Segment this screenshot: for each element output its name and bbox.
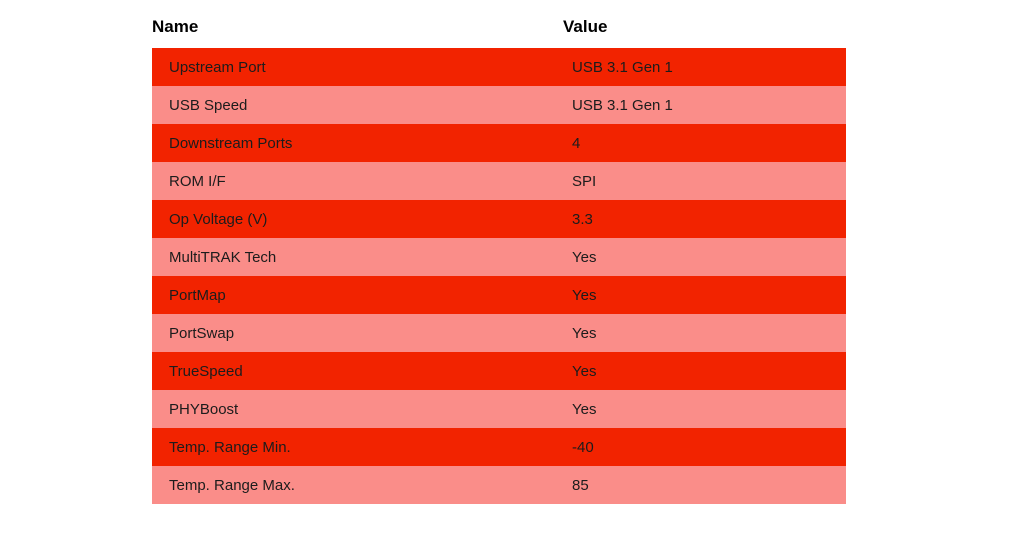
- table-row: PortSwap Yes: [152, 314, 846, 352]
- spec-value-cell: USB 3.1 Gen 1: [572, 96, 673, 114]
- table-row: TrueSpeed Yes: [152, 352, 846, 390]
- spec-name-cell: PortMap: [169, 286, 226, 304]
- spec-value-cell: Yes: [572, 324, 597, 342]
- column-header-name: Name: [152, 17, 199, 36]
- spec-name-cell: Temp. Range Max.: [169, 476, 295, 494]
- spec-value-cell: 85: [572, 476, 589, 494]
- spec-value-cell: Yes: [572, 362, 597, 380]
- table-row: Downstream Ports 4: [152, 124, 846, 162]
- spec-name-cell: TrueSpeed: [169, 362, 243, 380]
- spec-name-cell: USB Speed: [169, 96, 248, 114]
- spec-value-cell: -40: [572, 438, 594, 456]
- table-row: ROM I/F SPI: [152, 162, 846, 200]
- table-row: PHYBoost Yes: [152, 390, 846, 428]
- spec-value-cell: USB 3.1 Gen 1: [572, 58, 673, 76]
- table-row: Temp. Range Max. 85: [152, 466, 846, 504]
- table-row: PortMap Yes: [152, 276, 846, 314]
- spec-name-cell: MultiTRAK Tech: [169, 248, 277, 266]
- table-row: Upstream Port USB 3.1 Gen 1: [152, 48, 846, 86]
- spec-table: Name Value Upstream Port USB 3.1 Gen 1 U…: [152, 0, 846, 504]
- spec-value-cell: Yes: [572, 286, 597, 304]
- table-row: USB Speed USB 3.1 Gen 1: [152, 86, 846, 124]
- spec-name-cell: ROM I/F: [169, 172, 226, 190]
- table-row: MultiTRAK Tech Yes: [152, 238, 846, 276]
- spec-name-cell: Op Voltage (V): [169, 210, 268, 228]
- spec-value-cell: SPI: [572, 172, 597, 190]
- spec-name-cell: PortSwap: [169, 324, 235, 342]
- table-body: Upstream Port USB 3.1 Gen 1 USB Speed US…: [152, 48, 846, 504]
- spec-value-cell: Yes: [572, 248, 597, 266]
- spec-name-cell: Downstream Ports: [169, 134, 293, 152]
- table-row: Temp. Range Min. -40: [152, 428, 846, 466]
- spec-name-cell: Upstream Port: [169, 58, 266, 76]
- table-header-row: Name Value: [152, 0, 846, 48]
- spec-name-cell: PHYBoost: [169, 400, 239, 418]
- spec-value-cell: 4: [572, 134, 581, 152]
- spec-name-cell: Temp. Range Min.: [169, 438, 291, 456]
- column-header-value: Value: [563, 17, 608, 36]
- spec-value-cell: 3.3: [572, 210, 593, 228]
- spec-value-cell: Yes: [572, 400, 597, 418]
- table-row: Op Voltage (V) 3.3: [152, 200, 846, 238]
